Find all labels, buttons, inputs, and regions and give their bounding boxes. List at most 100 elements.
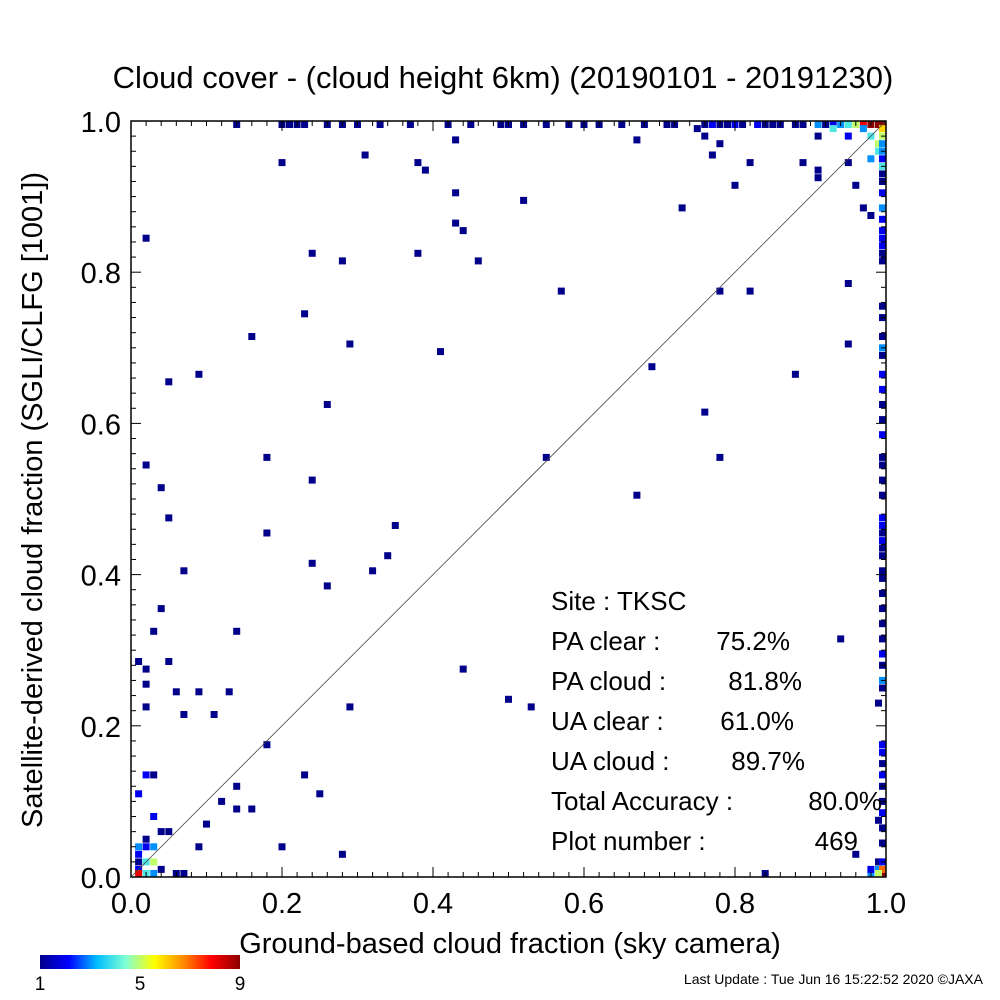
heatmap-cell bbox=[852, 181, 860, 189]
heatmap-cell bbox=[180, 567, 188, 575]
heatmap-cell bbox=[837, 635, 845, 643]
heatmap-cell bbox=[875, 870, 882, 877]
heatmap-cell bbox=[879, 170, 886, 178]
heatmap-cell bbox=[618, 121, 626, 128]
heatmap-cell bbox=[867, 865, 875, 873]
heatmap-cell bbox=[520, 196, 528, 204]
heatmap-cell bbox=[142, 835, 150, 843]
heatmap-cell bbox=[879, 574, 886, 582]
heatmap-cell bbox=[663, 121, 671, 128]
heatmap-cell bbox=[452, 219, 460, 227]
y-tick-label: 0.6 bbox=[81, 409, 121, 441]
accuracy-stats: Site : TKSC PA clear : 75.2% PA cloud : 81.8… bbox=[551, 586, 882, 856]
colorbar bbox=[40, 955, 240, 969]
heatmap-cell bbox=[150, 813, 158, 820]
heatmap-cell bbox=[879, 514, 886, 522]
heatmap-cell bbox=[225, 688, 233, 696]
x-tick-label: 0.6 bbox=[564, 888, 604, 920]
stat-label: Site : TKSC bbox=[551, 586, 686, 616]
heatmap-cell bbox=[157, 865, 165, 873]
heatmap-cell bbox=[879, 491, 886, 499]
chart-title: Cloud cover - (cloud height 6km) (201901… bbox=[113, 60, 894, 95]
heatmap-cell bbox=[708, 151, 716, 159]
heatmap-cell bbox=[248, 805, 256, 813]
heatmap-cell bbox=[165, 658, 173, 665]
heatmap-cell bbox=[233, 627, 241, 635]
heatmap-cell bbox=[180, 870, 188, 877]
heatmap-cell bbox=[150, 843, 158, 851]
heatmap-cell bbox=[879, 635, 886, 643]
heatmap-cell bbox=[879, 476, 886, 484]
heatmap-cell bbox=[157, 484, 165, 492]
heatmap-cell bbox=[875, 140, 882, 148]
stat-label: UA cloud : bbox=[551, 746, 670, 776]
heatmap-cell bbox=[391, 522, 399, 529]
colorbar-tick-label: 9 bbox=[235, 974, 246, 995]
heatmap-cell bbox=[875, 816, 882, 824]
heatmap-cell bbox=[879, 140, 886, 148]
heatmap-cell bbox=[879, 401, 886, 408]
x-tick-label: 0.0 bbox=[111, 888, 151, 920]
stat-label: UA clear : bbox=[551, 706, 664, 736]
heatmap-cell bbox=[195, 370, 203, 378]
heatmap-cell bbox=[308, 476, 316, 484]
heatmap-cell bbox=[879, 544, 886, 552]
heatmap-cell bbox=[135, 790, 143, 798]
heatmap-cell bbox=[879, 204, 886, 212]
x-axis-label: Ground-based cloud fraction (sky camera) bbox=[239, 928, 781, 960]
heatmap-cell bbox=[135, 658, 143, 665]
heatmap-cell bbox=[172, 688, 180, 696]
stat-value: 89.7% bbox=[731, 746, 805, 776]
heatmap-cell bbox=[879, 839, 886, 847]
heatmap-cell bbox=[263, 453, 271, 461]
heatmap-cell bbox=[879, 748, 886, 756]
x-tick-label: 1.0 bbox=[866, 888, 906, 920]
y-axis-label: Satellite-derived cloud fraction (SGLI/C… bbox=[17, 172, 49, 828]
heatmap-cell bbox=[527, 703, 535, 711]
last-update-footer: Last Update : Tue Jun 16 15:22:52 2020 ©… bbox=[684, 971, 984, 987]
y-tick-label: 1.0 bbox=[81, 107, 121, 139]
heatmap-cell bbox=[879, 461, 886, 469]
stat-value: 81.8% bbox=[728, 666, 802, 696]
heatmap-cell bbox=[875, 147, 882, 155]
heatmap-cell bbox=[142, 680, 150, 688]
heatmap-cell bbox=[263, 529, 271, 537]
heatmap-cell bbox=[814, 121, 822, 128]
heatmap-cell bbox=[844, 340, 852, 348]
heatmap-cell bbox=[150, 771, 158, 779]
heatmap-cell bbox=[875, 699, 882, 707]
heatmap-cell bbox=[233, 805, 241, 813]
heatmap-cell bbox=[437, 348, 444, 356]
heatmap-cell bbox=[150, 627, 158, 635]
heatmap-cell bbox=[301, 771, 309, 779]
x-tick-label: 0.2 bbox=[262, 888, 302, 920]
heatmap-cell bbox=[746, 159, 754, 167]
heatmap-cell bbox=[879, 605, 886, 613]
heatmap-cell bbox=[879, 125, 886, 133]
heatmap-cell bbox=[165, 828, 173, 836]
heatmap-cell bbox=[142, 703, 150, 711]
heatmap-cell bbox=[301, 121, 309, 128]
heatmap-cell bbox=[459, 665, 467, 673]
heatmap-cell bbox=[746, 287, 754, 295]
heatmap-cell bbox=[278, 159, 286, 167]
heatmap-cell bbox=[879, 522, 886, 529]
stat-label: PA cloud : bbox=[551, 666, 666, 696]
heatmap-cell bbox=[829, 125, 837, 133]
heatmap-cell bbox=[142, 461, 150, 469]
heatmap-cell bbox=[150, 870, 158, 877]
heatmap-cell bbox=[879, 529, 886, 537]
stat-value: 80.0% bbox=[808, 786, 882, 816]
heatmap-cell bbox=[633, 491, 641, 499]
heatmap-cell bbox=[791, 370, 799, 378]
x-tick-label: 0.8 bbox=[715, 888, 755, 920]
heatmap-cell bbox=[879, 416, 886, 424]
heatmap-cell bbox=[384, 552, 392, 560]
y-tick-label: 0.0 bbox=[81, 863, 121, 895]
heatmap-cell bbox=[180, 711, 188, 718]
heatmap-cell bbox=[814, 132, 822, 140]
heatmap-cell bbox=[879, 257, 886, 265]
heatmap-cell bbox=[648, 363, 656, 371]
heatmap-cell bbox=[879, 865, 886, 873]
heatmap-cell bbox=[701, 408, 709, 416]
